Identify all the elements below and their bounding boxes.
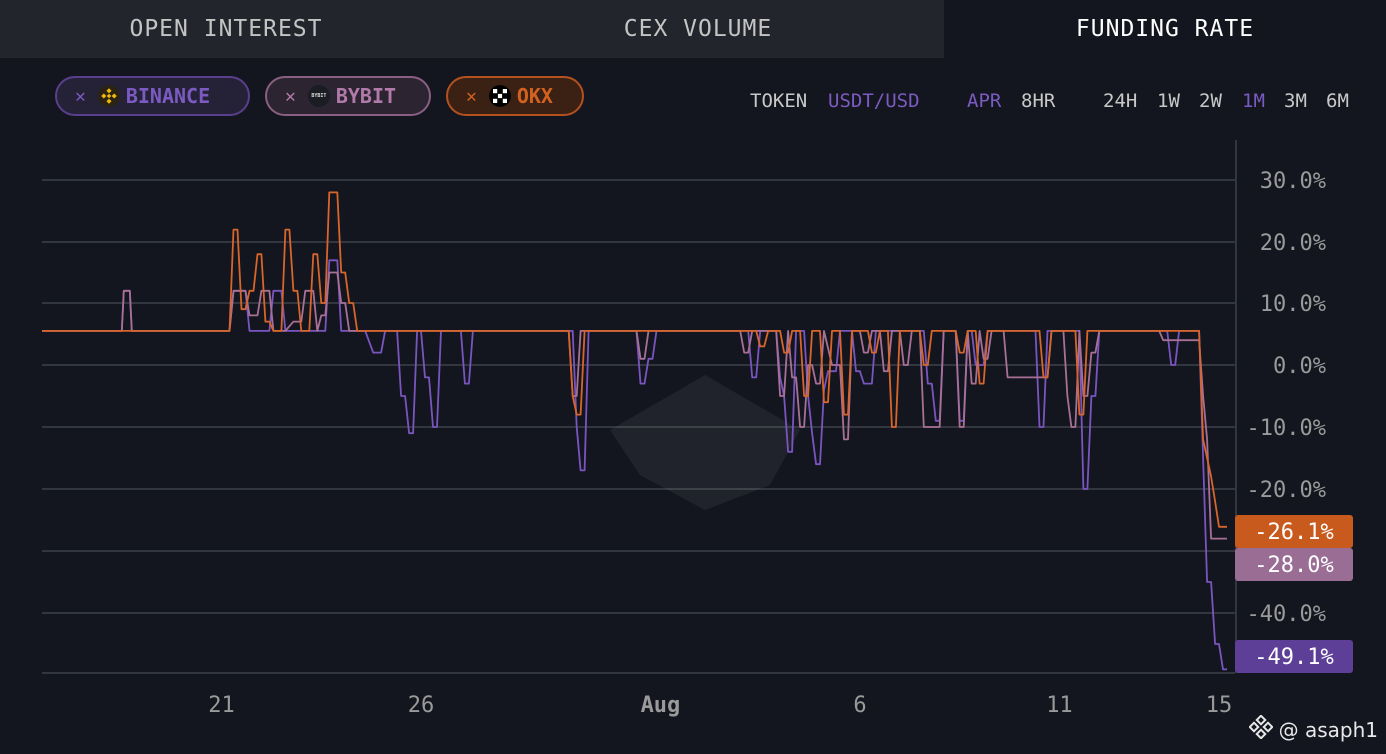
tab-bar: OPEN INTEREST CEX VOLUME FUNDING RATE bbox=[0, 0, 1386, 58]
mode-8hr[interactable]: 8HR bbox=[1021, 90, 1056, 112]
binance-logo-icon bbox=[97, 85, 120, 107]
badge-label: -49.1% bbox=[1254, 645, 1333, 670]
badge-background bbox=[1235, 548, 1353, 581]
badge-background bbox=[1235, 515, 1353, 548]
y-tick-label: 10.0% bbox=[1260, 292, 1326, 317]
last-value-badge-binance: -49.1% bbox=[1235, 640, 1353, 673]
x-axis: 21 26 Aug 6 11 15 bbox=[208, 693, 1232, 718]
range-24h[interactable]: 24H bbox=[1103, 90, 1138, 112]
exchange-chip-okx[interactable]: ✕ OKX bbox=[446, 76, 584, 116]
okx-logo-icon bbox=[488, 85, 511, 107]
series-line-bybit bbox=[42, 271, 1227, 540]
exchange-chip-binance[interactable]: ✕ BINANCE bbox=[55, 76, 250, 116]
author-handle: @ asaph1 bbox=[1278, 717, 1378, 742]
y-tick-label: 30.0% bbox=[1260, 169, 1326, 194]
x-tick-label: Aug bbox=[641, 693, 681, 718]
exchange-label-binance: BINANCE bbox=[125, 84, 211, 108]
y-tick-label: 20.0% bbox=[1260, 231, 1326, 256]
y-axis: 30.0% 20.0% 10.0% 0.0% -10.0% -20.0% -40.0% bbox=[1247, 169, 1326, 627]
token-label: TOKEN bbox=[750, 90, 808, 112]
exchange-chip-bybit[interactable]: ✕ BYBIT BYBIT bbox=[265, 76, 431, 116]
chart-series bbox=[42, 191, 1227, 671]
y-tick-label: -20.0% bbox=[1247, 478, 1326, 503]
mode-apr[interactable]: APR bbox=[967, 90, 1002, 112]
binance-square-icon bbox=[1247, 714, 1274, 744]
close-icon[interactable]: ✕ bbox=[75, 85, 86, 107]
tab-open-interest[interactable]: OPEN INTEREST bbox=[0, 0, 452, 58]
range-3m[interactable]: 3M bbox=[1284, 90, 1307, 112]
range-1w[interactable]: 1W bbox=[1157, 90, 1180, 112]
x-tick-label: 21 bbox=[208, 693, 235, 718]
badge-label: -26.1% bbox=[1254, 520, 1333, 545]
funding-rate-chart: 30.0% 20.0% 10.0% 0.0% -10.0% -20.0% -40.0% 21… bbox=[42, 140, 1353, 718]
y-tick-label: -10.0% bbox=[1247, 416, 1326, 441]
x-tick-label: 11 bbox=[1046, 693, 1073, 718]
bybit-logo-icon: BYBIT bbox=[307, 85, 330, 107]
x-tick-label: 6 bbox=[853, 693, 866, 718]
token-selector[interactable]: USDT/USD bbox=[828, 90, 920, 112]
badge-background bbox=[1235, 640, 1353, 673]
chart-grid bbox=[42, 140, 1237, 674]
badge-label: -28.0% bbox=[1254, 553, 1333, 578]
last-value-badge-okx: -26.1% bbox=[1235, 515, 1353, 548]
last-value-badges: -26.1% -28.0% -49.1% bbox=[1235, 515, 1353, 673]
tab-cex-volume[interactable]: CEX VOLUME bbox=[452, 0, 944, 58]
close-icon[interactable]: ✕ bbox=[285, 85, 296, 107]
close-icon[interactable]: ✕ bbox=[466, 85, 477, 107]
tab-funding-rate[interactable]: FUNDING RATE bbox=[944, 0, 1386, 58]
y-tick-label: 0.0% bbox=[1273, 354, 1326, 379]
exchange-label-okx: OKX bbox=[516, 84, 553, 108]
y-tick-label: -40.0% bbox=[1247, 602, 1326, 627]
author-watermark: @ asaph1 bbox=[1247, 714, 1378, 744]
x-tick-label: 15 bbox=[1206, 693, 1233, 718]
last-value-badge-bybit: -28.0% bbox=[1235, 548, 1353, 581]
exchange-label-bybit: BYBIT bbox=[335, 84, 397, 108]
range-6m[interactable]: 6M bbox=[1326, 90, 1349, 112]
chart-watermark-logo-icon bbox=[610, 375, 800, 510]
x-tick-label: 26 bbox=[408, 693, 435, 718]
range-2w[interactable]: 2W bbox=[1199, 90, 1222, 112]
range-1m[interactable]: 1M bbox=[1242, 90, 1265, 112]
series-line-okx bbox=[42, 191, 1227, 528]
